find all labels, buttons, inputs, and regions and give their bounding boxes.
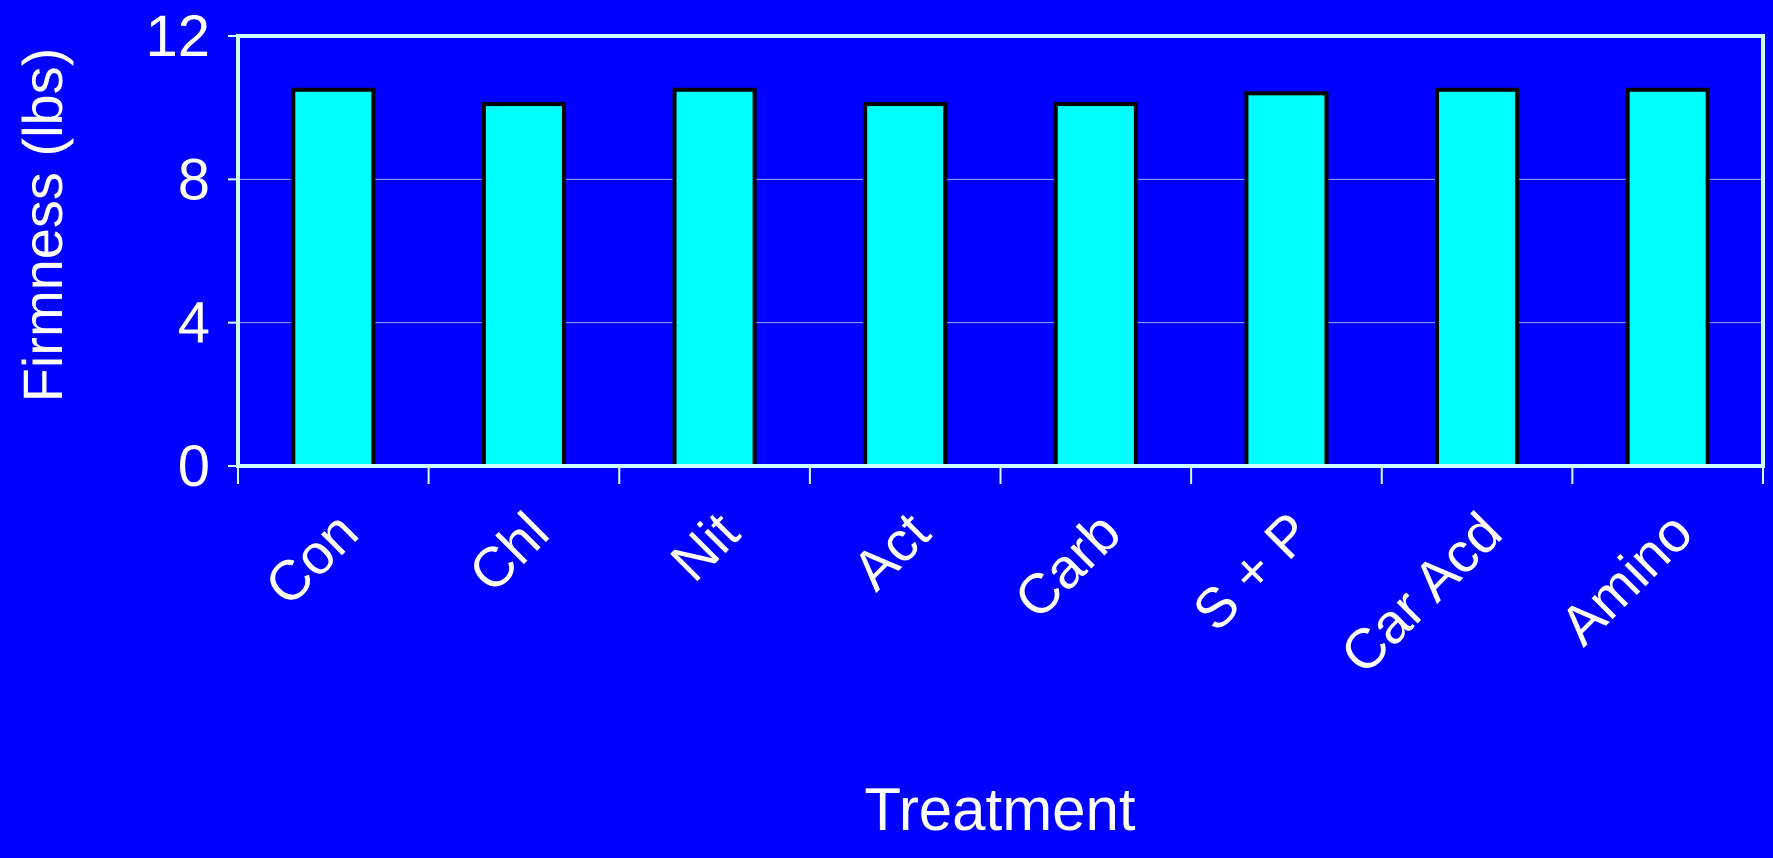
y-tick-label: 12 [145,4,210,69]
bars [291,87,1710,468]
bar-s-p [1244,91,1329,468]
y-axis-title: Firmness (lbs) [11,48,74,403]
y-tick-label: 8 [178,147,210,212]
bar-carb [1053,102,1138,468]
bar-con [291,87,376,468]
bar-act [863,102,948,468]
x-axis-title: Treatment [864,776,1136,843]
bar-chl [481,102,566,468]
bar-amino [1625,87,1710,468]
bar-nit [672,87,757,468]
y-tick-label: 0 [178,434,210,499]
y-axis: 0 4 8 12 [145,4,238,499]
y-tick-label: 4 [178,291,210,356]
bar-car-acd [1435,87,1520,468]
